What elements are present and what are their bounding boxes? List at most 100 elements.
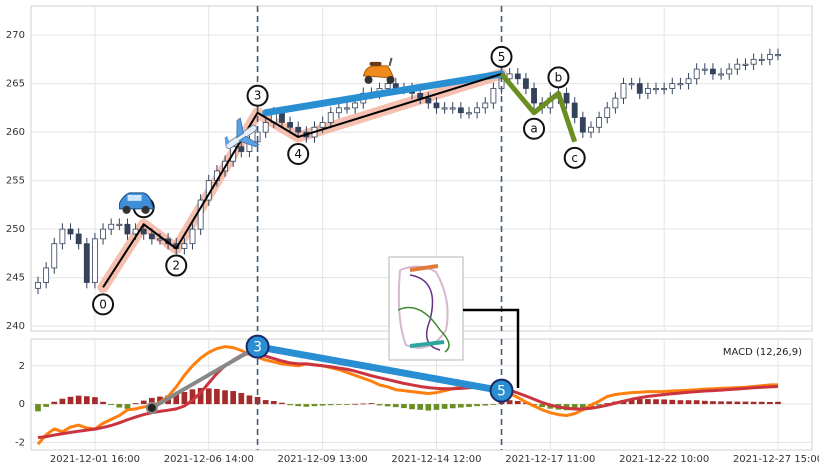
candle-body bbox=[677, 83, 684, 86]
macd-histogram-bar bbox=[653, 399, 659, 405]
macd-histogram-bar bbox=[327, 404, 334, 406]
macd-histogram-bar bbox=[303, 404, 310, 407]
macd-histogram bbox=[35, 387, 781, 412]
candle-body bbox=[417, 92, 424, 99]
x-tick-label: 2021-12-22 10:00 bbox=[619, 454, 709, 465]
wave-label-text: 4 bbox=[294, 147, 302, 161]
candle-body bbox=[742, 63, 749, 66]
candle-body bbox=[669, 83, 676, 89]
candle-body bbox=[604, 107, 611, 118]
macd-histogram-bar bbox=[636, 399, 643, 405]
wave-label-text: 3 bbox=[254, 89, 262, 103]
x-tick-label: 2021-12-01 16:00 bbox=[50, 454, 140, 465]
macd-histogram-bar bbox=[214, 388, 220, 405]
macd-histogram-bar bbox=[750, 401, 757, 405]
macd-histogram-bar bbox=[140, 400, 147, 405]
wave-label-text: c bbox=[571, 151, 578, 165]
trend-lines: 35 bbox=[145, 70, 514, 414]
price-y-tick-label: 270 bbox=[6, 30, 25, 41]
macd-histogram-bar bbox=[392, 404, 399, 408]
macd-histogram-bar bbox=[579, 404, 586, 409]
candle-body bbox=[531, 88, 537, 104]
macd-histogram-bar bbox=[693, 400, 700, 405]
macd-histogram-bar bbox=[59, 398, 66, 405]
macd-divergence-circle bbox=[489, 378, 514, 403]
macd-histogram-bar bbox=[295, 404, 302, 407]
candle-body bbox=[43, 267, 50, 283]
price-y-tick-label: 245 bbox=[6, 273, 25, 284]
macd-histogram-bar bbox=[51, 401, 58, 405]
macd-histogram-bar bbox=[433, 404, 440, 410]
candle-body bbox=[197, 199, 204, 230]
impulse-wave-line bbox=[102, 72, 502, 288]
candle-body bbox=[596, 117, 603, 128]
candle-body bbox=[441, 107, 448, 110]
price-y-tick-label: 240 bbox=[6, 321, 25, 332]
candle-body bbox=[522, 78, 529, 89]
macd-histogram-bar bbox=[506, 400, 513, 405]
wave-label-circle bbox=[523, 117, 546, 140]
macd-y-tick-label: 2 bbox=[19, 361, 25, 372]
macd-histogram-bar bbox=[132, 403, 139, 405]
candle-body bbox=[433, 102, 440, 109]
candle-body bbox=[335, 107, 342, 114]
x-tick-label: 2021-12-27 15:00 bbox=[733, 454, 819, 465]
candle-body bbox=[148, 233, 155, 240]
macd-histogram-bar bbox=[352, 403, 358, 405]
macd-histogram-bar bbox=[279, 402, 285, 405]
candle-body bbox=[766, 54, 773, 60]
airplane-icon bbox=[224, 117, 260, 150]
wave-label-circle bbox=[287, 142, 310, 165]
candle-body bbox=[750, 58, 757, 65]
candle-body bbox=[457, 107, 464, 114]
macd-histogram-bar bbox=[197, 387, 204, 405]
candle-body bbox=[108, 223, 115, 230]
macd-legend: MACD (12,26,9) bbox=[723, 347, 802, 358]
macd-histogram-bar bbox=[490, 404, 497, 405]
candle-body bbox=[287, 122, 294, 128]
wave-label-circle bbox=[563, 146, 586, 169]
macd-histogram-bar bbox=[661, 399, 667, 405]
candle-body bbox=[734, 63, 741, 70]
car-window bbox=[127, 194, 142, 201]
transport-icons bbox=[119, 57, 395, 214]
macd-histogram-bar bbox=[409, 404, 415, 410]
candle-body bbox=[319, 122, 326, 128]
macd-histogram-bar bbox=[92, 397, 98, 405]
car-icon bbox=[119, 192, 155, 214]
candle-body bbox=[140, 228, 147, 235]
macd-divergence-label: 5 bbox=[497, 384, 506, 400]
x-tick-label: 2021-12-06 14:00 bbox=[164, 454, 254, 465]
macd-histogram-bar bbox=[173, 394, 180, 405]
macd-histogram-bar bbox=[685, 400, 692, 405]
macd-histogram-bar bbox=[701, 400, 708, 405]
macd-histogram-bar bbox=[344, 404, 350, 405]
candle-body bbox=[710, 68, 716, 75]
scooter-wheel bbox=[364, 75, 373, 84]
macd-histogram-bar bbox=[449, 404, 456, 409]
candle-body bbox=[279, 112, 285, 123]
macd-divergence-line bbox=[254, 343, 506, 395]
macd-divergence-start-line bbox=[149, 344, 260, 410]
candle-body bbox=[116, 223, 123, 226]
wave-label-circle bbox=[92, 293, 115, 316]
price-y-tick-label: 250 bbox=[6, 224, 25, 235]
macd-histogram-bar bbox=[368, 403, 375, 405]
candle-body bbox=[83, 243, 90, 283]
macd-histogram-bar bbox=[596, 404, 602, 406]
macd-histogram-bar bbox=[669, 399, 676, 405]
candle-body bbox=[506, 73, 513, 80]
wave-label-text: 0 bbox=[99, 297, 107, 311]
inset-thumbnail bbox=[388, 256, 520, 388]
candle-body bbox=[75, 233, 82, 245]
macd-histogram-bar bbox=[360, 403, 367, 405]
wave-label-circle bbox=[246, 84, 269, 107]
macd-y-tick-label: 0 bbox=[19, 399, 25, 410]
macd-histogram-bar bbox=[108, 404, 115, 406]
x-tick-label: 2021-12-17 11:00 bbox=[505, 454, 595, 465]
macd-histogram-bar bbox=[718, 401, 724, 405]
scooter-wheel bbox=[386, 75, 395, 84]
wave-label-text: 5 bbox=[498, 50, 506, 64]
x-tick-label: 2021-12-14 12:00 bbox=[391, 454, 481, 465]
